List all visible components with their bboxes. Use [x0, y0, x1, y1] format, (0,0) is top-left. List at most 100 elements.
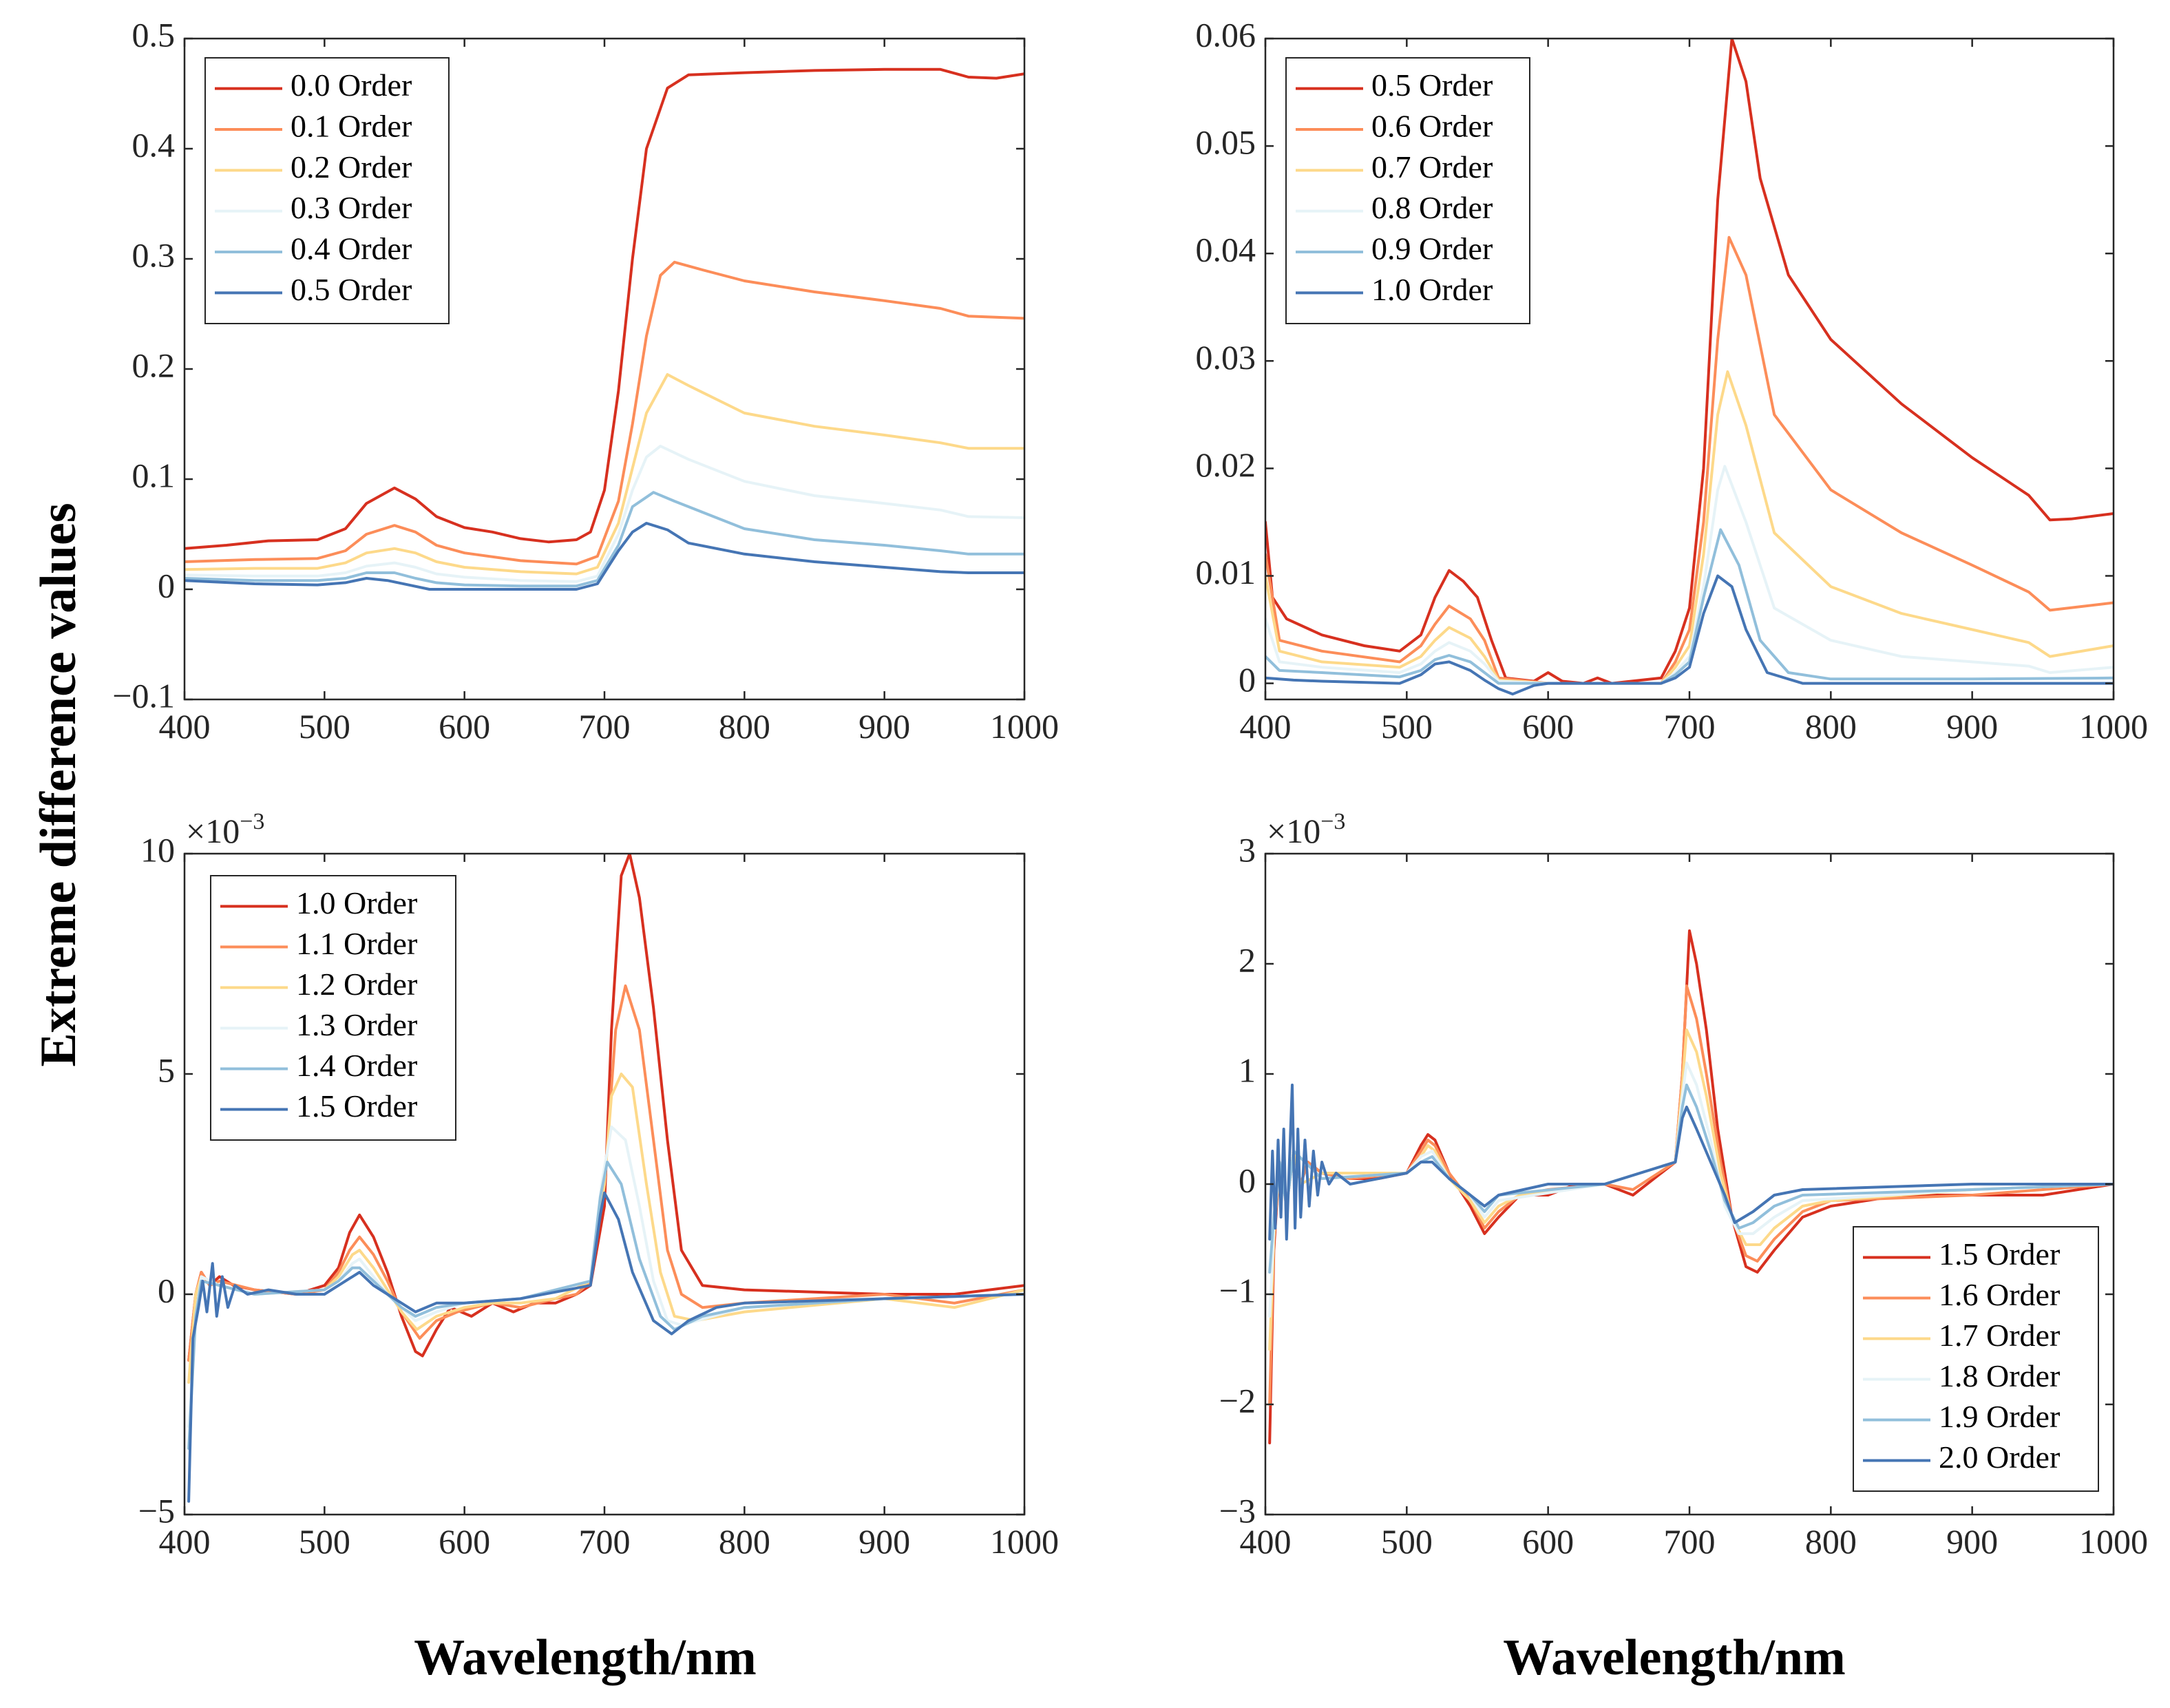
x-tick-label: 800: [1805, 707, 1857, 746]
legend-box: [210, 875, 456, 1141]
exponent-base: ×10: [186, 812, 240, 850]
y-tick-label: −2: [1219, 1381, 1256, 1420]
legend-entry: 0.5 Order: [291, 272, 412, 307]
legend: 1.0 Order 1.1 Order 1.2 Order 1.3 Order 1.4 …: [210, 875, 456, 1141]
y-tick-label: 3: [1239, 830, 1256, 869]
x-tick-label: 800: [719, 707, 770, 746]
x-tick-label: 1000: [990, 707, 1059, 746]
x-tick-label: 1000: [990, 1522, 1059, 1561]
y-tick-label: 0.05: [1196, 123, 1256, 162]
series-line-1-5-order: [187, 1191, 1024, 1503]
series-line-0-1-order: [185, 260, 1024, 566]
legend-entry: 1.8 Order: [1939, 1358, 2060, 1393]
legend-entry: 0.8 Order: [1371, 190, 1493, 225]
y-tick-label: 0.03: [1196, 338, 1256, 377]
series-line-0-5-order: [185, 522, 1024, 591]
legend-entry: 0.6 Order: [1371, 109, 1493, 144]
legend-entry: 1.4 Order: [296, 1048, 417, 1083]
legend-box: [1853, 1226, 2099, 1492]
series-line-0-6-order: [1265, 235, 2114, 685]
panel-top-left: 400 500 600 700 800 900 1000 −0.1 0 0.1 0.2 0.3 0.4 0…: [112, 15, 1059, 746]
legend-entry: 1.1 Order: [296, 926, 417, 961]
series-line-0-7-order: [1265, 370, 2114, 685]
y-tick-label: 1: [1239, 1051, 1256, 1089]
series-lines: [1265, 39, 2114, 696]
exponent-power: −3: [240, 809, 264, 834]
x-tick-label: 500: [1381, 1522, 1433, 1561]
x-tick-label: 1000: [2079, 1522, 2148, 1561]
legend-entry: 2.0 Order: [1939, 1440, 2060, 1475]
y-axis-exponent: ×10−3: [1267, 809, 1345, 850]
legend-entry: 1.0 Order: [1371, 272, 1493, 307]
x-tick-label: 700: [579, 1522, 631, 1561]
legend-entry: 0.4 Order: [291, 231, 412, 266]
series-line-0-5-order: [1265, 39, 2114, 685]
y-tick-label: 10: [140, 830, 175, 869]
panel-top-right: 400 500 600 700 800 900 1000 0 0.01 0.02 0.03 0.04 0…: [1196, 15, 2149, 746]
y-tick-label: 0.02: [1196, 445, 1256, 484]
legend-entry: 0.0 Order: [291, 67, 412, 103]
y-tick-label: 0.06: [1196, 15, 1256, 54]
series-line-1-4-order: [187, 1161, 1024, 1450]
legend-entry: 0.3 Order: [291, 190, 412, 225]
x-tick-label: 600: [1522, 1522, 1574, 1561]
y-tick-label: 0.4: [132, 125, 176, 164]
series-line-0-4-order: [185, 491, 1024, 588]
legend-entry: 1.6 Order: [1939, 1277, 2060, 1312]
y-tick-label: 0.04: [1196, 231, 1256, 269]
y-tick-label: 0.1: [132, 456, 176, 494]
legend: 0.5 Order 0.6 Order 0.7 Order 0.8 Order 0.9 …: [1285, 57, 1530, 324]
series-lines: [185, 67, 1024, 591]
y-tick-label: −3: [1219, 1491, 1256, 1530]
x-tick-label: 400: [159, 1522, 211, 1561]
x-tick-label: 500: [1381, 707, 1433, 746]
legend: 1.5 Order 1.6 Order 1.7 Order 1.8 Order 1.9 …: [1853, 1226, 2099, 1492]
y-axis-title: Extreme difference values: [30, 503, 87, 1066]
legend-entry: 1.5 Order: [1939, 1236, 2060, 1272]
y-tick-label: 0.5: [132, 15, 176, 54]
x-tick-label: 900: [1946, 707, 1998, 746]
x-tick-label: 700: [1664, 1522, 1716, 1561]
series-line-2-0-order: [1268, 1084, 2114, 1241]
x-tick-label: 700: [579, 707, 631, 746]
y-tick-label: 0.01: [1196, 553, 1256, 591]
x-tick-label: 1000: [2079, 707, 2148, 746]
x-axis-title-right: Wavelength/nm: [1503, 1630, 1845, 1686]
series-line-0-0-order: [185, 67, 1024, 550]
legend-box: [1285, 57, 1530, 324]
y-tick-label: −1: [1219, 1271, 1256, 1309]
legend-entry: 1.5 Order: [296, 1088, 417, 1124]
y-tick-label: 5: [158, 1051, 175, 1089]
y-tick-label: 0: [1239, 1161, 1256, 1199]
x-tick-label: 600: [1522, 707, 1574, 746]
legend-entry: 1.9 Order: [1939, 1399, 2060, 1434]
x-tick-label: 600: [439, 1522, 490, 1561]
legend-entry: 0.5 Order: [1371, 67, 1493, 103]
y-axis-exponent: ×10−3: [186, 809, 264, 850]
exponent-power: −3: [1320, 809, 1345, 834]
series-lines: [1268, 929, 2114, 1444]
x-tick-label: 400: [159, 707, 211, 746]
exponent-base: ×10: [1267, 812, 1320, 850]
legend-box: [204, 57, 450, 324]
y-tick-label: −0.1: [112, 676, 175, 715]
x-tick-label: 800: [1805, 1522, 1857, 1561]
legend-entry: 1.3 Order: [296, 1007, 417, 1042]
series-line-0-2-order: [185, 373, 1024, 576]
series-lines: [187, 854, 1024, 1503]
y-tick-label: 0.3: [132, 235, 176, 274]
y-tick-label: 0.2: [132, 346, 176, 384]
x-tick-label: 700: [1664, 707, 1716, 746]
x-tick-label: 500: [299, 1522, 350, 1561]
panel-bottom-left: 400 500 600 700 800 900 1000 −5 0 5 10 ×10−3 1.0 Ord…: [138, 809, 1059, 1561]
legend-entry: 0.7 Order: [1371, 149, 1493, 184]
x-axis-title-left: Wavelength/nm: [414, 1630, 756, 1686]
x-tick-label: 400: [1240, 707, 1292, 746]
legend-entry: 1.7 Order: [1939, 1318, 2060, 1353]
legend-entry: 0.2 Order: [291, 149, 412, 184]
series-line-1-0-order: [1265, 574, 2114, 696]
legend: 0.0 Order 0.1 Order 0.2 Order 0.3 Order 0.4 …: [204, 57, 450, 324]
y-tick-label: −5: [138, 1491, 175, 1530]
